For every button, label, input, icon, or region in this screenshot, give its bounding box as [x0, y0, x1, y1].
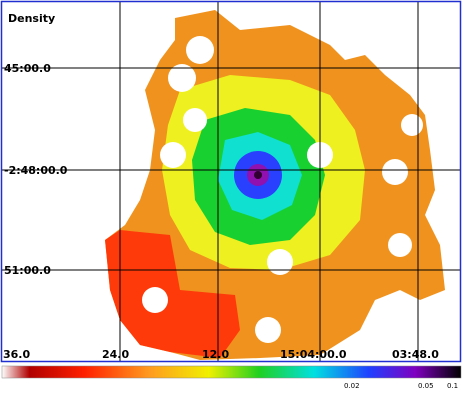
colorbar-label: 0.02 [344, 382, 360, 390]
y-label: 45:00.0 [4, 62, 51, 75]
map-title: Density [8, 12, 55, 25]
y-label: 51:00.0 [4, 264, 51, 277]
colorbar-label: 0.05 [418, 382, 434, 390]
density-map [105, 10, 445, 360]
coordinate-grid [2, 2, 461, 361]
x-label: 03:48.0 [392, 348, 439, 361]
red-region [105, 230, 240, 358]
x-label: 15:04:00.0 [280, 348, 347, 361]
x-label: 24.0 [102, 348, 129, 361]
x-label: 12.0 [202, 348, 229, 361]
y-label: -2:48:00.0 [4, 164, 68, 177]
frame [0, 0, 462, 363]
core [254, 171, 262, 179]
x-label: 36.0 [3, 348, 30, 361]
colorbar [1, 365, 462, 379]
colorbar-label: 0.1 [447, 382, 458, 390]
